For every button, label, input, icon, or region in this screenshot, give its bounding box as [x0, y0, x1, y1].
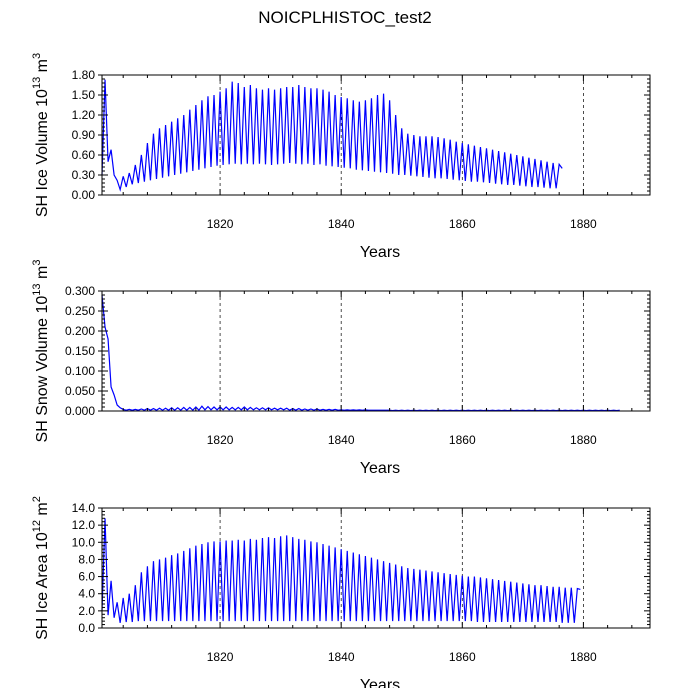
y-tick-label: 0.100: [65, 364, 95, 378]
x-tick-label: 1820: [207, 650, 234, 664]
x-axis-label: Years: [360, 460, 400, 477]
y-tick-label: 1.20: [72, 108, 96, 122]
x-axis-label: Years: [360, 244, 400, 261]
y-axis-label: SH Snow Volume 1013 m3: [31, 260, 51, 443]
x-tick-label: 1840: [328, 433, 355, 447]
figure-title: NOICPLHISTOC_test2: [258, 8, 432, 27]
y-axis-label: SH Ice Volume 1013 m3: [31, 53, 51, 217]
x-tick-label: 1860: [449, 217, 476, 231]
series-line-snow-volume: [101, 294, 620, 412]
plot-frame-snow-volume: [101, 290, 651, 412]
series-line-ice-volume: [101, 79, 563, 192]
y-tick-label: 4.0: [78, 587, 95, 601]
y-tick-label: 0.000: [65, 404, 95, 418]
y-tick-label: 14.0: [72, 501, 96, 515]
y-tick-label: 0.150: [65, 344, 95, 358]
y-tick-label: 0.60: [72, 148, 96, 162]
y-tick-label: 0.200: [65, 324, 95, 338]
x-tick-label: 1860: [449, 433, 476, 447]
panel-ice-volume: 1820 1840 1860 1880 0.00 0.30 0.60 0.90 1.20 1.50…: [31, 53, 651, 261]
x-tick-label: 1840: [328, 217, 355, 231]
y-tick-label: 1.50: [72, 88, 96, 102]
y-tick-label: 8.0: [78, 552, 95, 566]
y-tick-label: 0.00: [72, 188, 96, 202]
y-tick-label: 0.050: [65, 384, 95, 398]
x-tick-label: 1880: [570, 217, 597, 231]
y-tick-label: 0.300: [65, 284, 95, 298]
x-tick-label: 1840: [328, 650, 355, 664]
y-tick-label: 10.0: [72, 535, 96, 549]
y-tick-label: 0.250: [65, 304, 95, 318]
panels: 1820 1840 1860 1880 0.00 0.30 0.60 0.90 1.20 1.50…: [31, 53, 651, 688]
x-axis-label: Years: [360, 677, 400, 688]
x-tick-label: 1820: [207, 217, 234, 231]
panel-snow-volume: 1820 1840 1860 1880 0.000 0.050 0.100 0.150 0.20…: [31, 260, 651, 477]
y-tick-label: 0.30: [72, 168, 96, 182]
panel-ice-area: 1820 1840 1860 1880 0.0 2.0 4.0 6.0 8.0 10.0 12.0 1…: [31, 496, 651, 688]
y-tick-label: 0.90: [72, 128, 96, 142]
plot-frame-ice-area: [101, 507, 651, 629]
x-tick-label: 1820: [207, 433, 234, 447]
series-line-ice-area: [101, 518, 581, 623]
y-tick-label: 1.80: [72, 68, 96, 82]
y-axis-label: SH Ice Area 1012 m2: [31, 496, 51, 640]
y-tick-label: 6.0: [78, 570, 95, 584]
y-tick-label: 12.0: [72, 518, 96, 532]
x-tick-label: 1880: [570, 650, 597, 664]
x-tick-label: 1880: [570, 433, 597, 447]
x-tick-label: 1860: [449, 650, 476, 664]
y-tick-label: 2.0: [78, 604, 95, 618]
y-tick-label: 0.0: [78, 621, 95, 635]
